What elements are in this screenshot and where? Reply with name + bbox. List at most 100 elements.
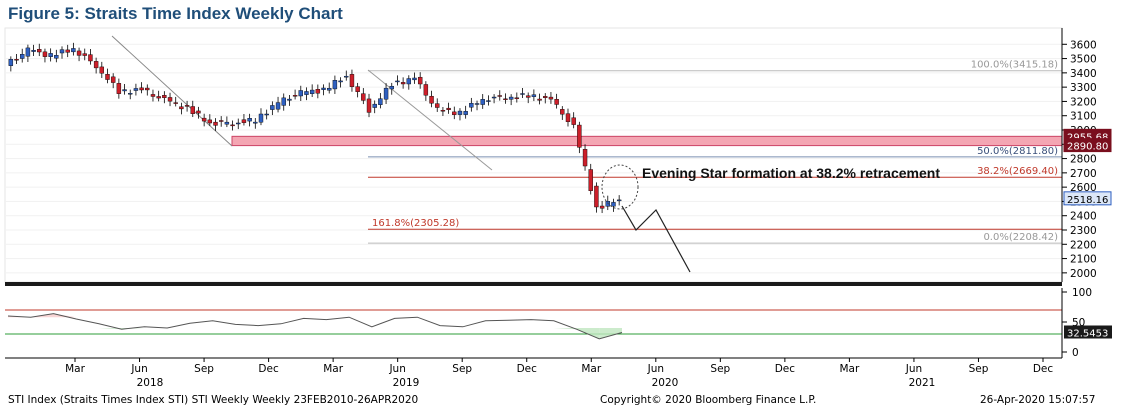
month-tick-label: Dec <box>1033 363 1054 375</box>
trendlines <box>111 35 493 171</box>
candle-body <box>344 75 349 78</box>
footer-timestamp: 26-Apr-2020 15:07:57 <box>980 394 1096 406</box>
price-tick-label: 2100 <box>1070 254 1097 266</box>
candle-body <box>361 93 366 101</box>
month-tick-label: Mar <box>65 363 85 375</box>
candle-body <box>463 111 468 115</box>
candle-body <box>99 66 105 74</box>
panel-divider <box>5 282 1062 286</box>
candle-body <box>327 88 332 91</box>
candle-body <box>258 113 264 123</box>
candle-body <box>531 94 537 97</box>
candle-body <box>366 98 372 113</box>
candle-body <box>292 95 298 97</box>
rsi-tick-label: 100 <box>1072 287 1092 299</box>
candle-body <box>298 90 303 97</box>
candle-body <box>42 51 48 57</box>
candle-body <box>497 95 502 97</box>
candle-body <box>230 124 235 127</box>
month-tick-label: Sep <box>969 363 989 375</box>
candle-body <box>616 199 622 202</box>
candle-body <box>611 202 616 207</box>
candle-body <box>179 106 184 110</box>
candle-body <box>122 89 127 92</box>
candle-body <box>156 96 161 99</box>
rsi-value-tag: 32.5453 <box>1064 325 1112 340</box>
month-tick-label: Mar <box>839 363 859 375</box>
candle-body <box>309 89 315 94</box>
rsi-oversold-fill <box>553 328 577 330</box>
candle-body <box>287 98 292 101</box>
candle-body <box>224 121 230 125</box>
candle-body <box>264 113 269 116</box>
footer-source: STI Index (Straits Times Index STI) STI … <box>8 394 419 406</box>
candle-body <box>582 149 588 167</box>
figure-title: Figure 5: Straits Time Index Weekly Char… <box>8 4 343 23</box>
candle-body <box>270 105 275 110</box>
price-tick-label: 3300 <box>1070 82 1097 94</box>
candle-body <box>599 205 605 209</box>
candle-body <box>440 110 446 112</box>
price-tick-label: 3200 <box>1070 96 1097 108</box>
evening-star-annotation: Evening Star formation at 38.2% retracem… <box>642 165 940 181</box>
month-tick-label: Dec <box>775 363 796 375</box>
candle-body <box>162 95 167 98</box>
candle-body <box>503 98 508 101</box>
candle-body <box>321 87 326 90</box>
candle-body <box>116 83 122 94</box>
candle-body <box>514 97 520 99</box>
rsi-tag-label: 32.5453 <box>1067 329 1108 340</box>
candle-body <box>167 97 173 102</box>
year-tick-label: 2021 <box>909 377 936 389</box>
candle-body <box>190 106 195 114</box>
resistance-zone <box>231 135 1063 147</box>
price-tick-label: 2000 <box>1070 268 1097 280</box>
candle-body <box>133 88 139 91</box>
candle-body <box>76 50 82 56</box>
candle-body <box>429 95 434 104</box>
candle-body <box>213 121 218 126</box>
candle-body <box>491 96 497 99</box>
month-tick-label: Sep <box>194 363 214 375</box>
price-axis: 2000210022002300240025002600270028002900… <box>1061 28 1097 282</box>
month-tick-label: Mar <box>323 363 343 375</box>
candle-body <box>241 119 247 123</box>
price-tick-label: 3500 <box>1070 54 1097 66</box>
price-tag-label: 2955.68 <box>1067 132 1108 143</box>
rsi-overbought-fill <box>53 313 77 318</box>
candle-body <box>474 103 480 105</box>
price-tick-label: 2600 <box>1070 182 1097 194</box>
price-tick-label: 2200 <box>1070 239 1097 251</box>
candle-body <box>355 86 360 92</box>
candle-body <box>110 76 116 83</box>
candle-body <box>417 76 423 85</box>
candle-body <box>14 59 19 61</box>
price-tick-label: 2700 <box>1070 168 1097 180</box>
month-tick-label: Jun <box>130 363 147 375</box>
candle-body <box>275 102 281 110</box>
candle-body <box>253 121 258 124</box>
price-tick-label: 2800 <box>1070 154 1097 166</box>
candle-body <box>435 103 440 108</box>
candle-body <box>565 113 571 122</box>
candle-body <box>128 93 133 95</box>
candlesticks <box>8 42 622 214</box>
rsi-fill <box>8 313 622 339</box>
candle-body <box>65 49 70 53</box>
candle-body <box>457 110 463 115</box>
price-tick-label: 3600 <box>1070 39 1097 51</box>
candle-body <box>145 87 150 91</box>
candle-body <box>543 96 548 98</box>
fibonacci-label: 161.8%(2305.28) <box>372 218 459 229</box>
candle-body <box>560 109 565 115</box>
fibonacci-label: 38.2%(2669.40) <box>977 166 1058 177</box>
fibonacci-label: 0.0%(2208.42) <box>983 232 1058 243</box>
candle-body <box>315 89 321 94</box>
rsi-tag-box <box>1064 325 1112 339</box>
candle-body <box>469 102 474 108</box>
price-tag-label: 2890.80 <box>1067 142 1108 153</box>
candle-body <box>93 61 99 69</box>
candle-body <box>378 98 383 105</box>
candle-body <box>184 105 190 107</box>
